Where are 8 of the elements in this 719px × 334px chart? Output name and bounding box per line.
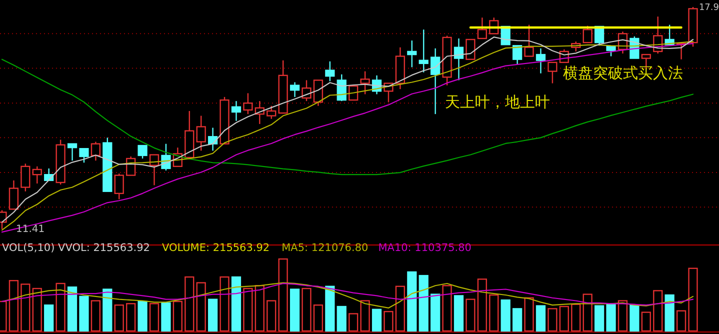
- annotation: VOLUME: 215563.92: [162, 242, 270, 254]
- annotation: 横盘突破式买入法: [563, 64, 683, 82]
- annotation: 天上叶，地上叶: [445, 93, 550, 111]
- annotation: VOL(5,10) VVOL: 215563.92: [2, 242, 150, 254]
- annotation: 11.41: [16, 224, 45, 235]
- annotation: 17.9: [698, 3, 719, 13]
- legend-entry: MA10: 110375.80: [378, 242, 472, 254]
- legend-entry: MA5: 121076.80: [282, 242, 368, 254]
